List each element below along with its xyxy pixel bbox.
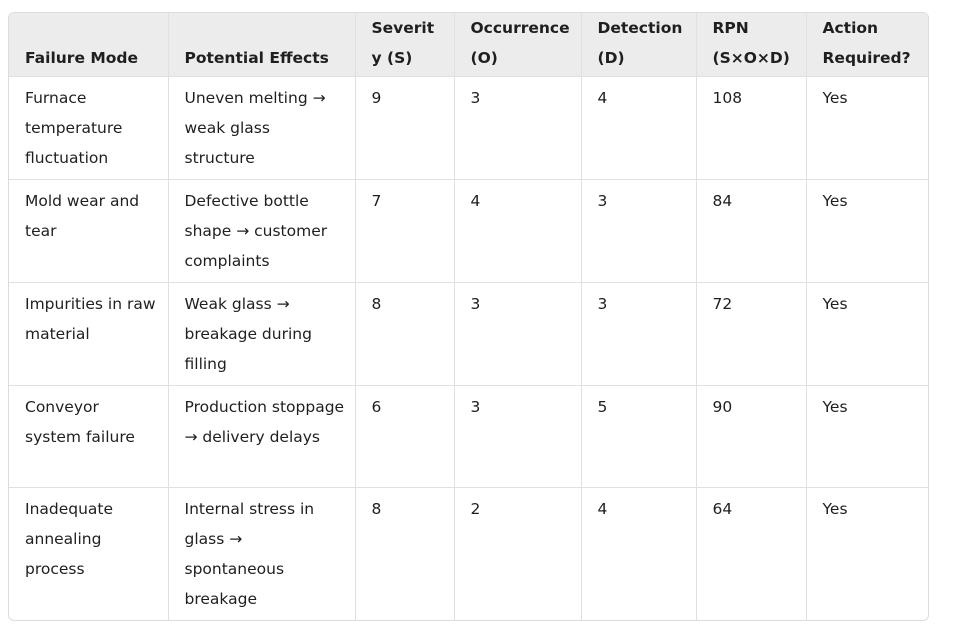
table-cell: 64	[696, 487, 807, 620]
table-cell: Weak glass → breakage during filling	[168, 282, 356, 386]
table-cell: Mold wear and tear	[9, 179, 169, 283]
table-cell: 90	[696, 385, 807, 488]
table-row: Impurities in raw material Weak glass → b…	[9, 282, 928, 386]
table-cell: 3	[581, 282, 697, 386]
column-header: RPN (S×O×D)	[696, 13, 807, 77]
table-cell: Defective bottle shape → customer compla…	[168, 179, 356, 283]
table-cell: Yes	[822, 500, 848, 518]
table-cell: Impurities in raw material	[9, 282, 169, 386]
table-cell: 3	[454, 385, 582, 488]
table-cell: Inadequate annealing process	[9, 487, 169, 620]
table-cell: 2	[454, 487, 582, 620]
table-cell: Yes	[822, 295, 848, 313]
column-header: Detection (D)	[581, 13, 697, 77]
fmea-table: Failure Mode Potential Effects Severity (S…	[9, 13, 928, 620]
table-cell: Furnace temperature fluctuation	[9, 76, 169, 180]
table-cell: Internal stress in glass → spontaneous b…	[168, 487, 356, 620]
column-header: Failure Mode	[9, 13, 169, 77]
table-cell: 8	[355, 487, 455, 620]
table-row: Mold wear and tear Defective bottle shape…	[9, 179, 928, 283]
table-cell: 5	[581, 385, 697, 488]
table-header: Failure Mode Potential Effects Severity (S…	[9, 13, 928, 77]
table-cell: 72	[696, 282, 807, 386]
table-cell: 9	[355, 76, 455, 180]
table-container: Failure Mode Potential Effects Severity (S…	[8, 12, 929, 621]
column-header: Action Required?	[806, 13, 928, 77]
column-header: Potential Effects	[168, 13, 356, 77]
table-row: Furnace temperature fluctuation Uneven me…	[9, 76, 928, 180]
table-cell: Uneven melting → weak glass structure	[168, 76, 356, 180]
table-cell: 3	[581, 179, 697, 283]
table-cell: Production stoppage → delivery delays	[168, 385, 356, 488]
table-cell: 3	[454, 76, 582, 180]
column-header: Severity (S)	[355, 13, 455, 77]
table-cell: Yes	[822, 192, 848, 210]
table-cell: 8	[355, 282, 455, 386]
table-cell: Yes	[822, 89, 848, 107]
table-cell: 4	[454, 179, 582, 283]
table-row: Conveyor system failure Production stoppa…	[9, 385, 928, 488]
table-cell: 6	[355, 385, 455, 488]
table-cell: 4	[581, 76, 697, 180]
table-cell: Conveyor system failure	[9, 385, 169, 488]
table-cell: Yes	[822, 398, 848, 416]
table-body: Furnace temperature fluctuation Uneven me…	[9, 76, 928, 620]
table-cell: 7	[355, 179, 455, 283]
table-cell: 84	[696, 179, 807, 283]
table-cell: 4	[581, 487, 697, 620]
table-cell: 108	[696, 76, 807, 180]
column-header: Occurrence (O)	[454, 13, 582, 77]
table-cell: 3	[454, 282, 582, 386]
header-row: Failure Mode Potential Effects Severity (S…	[9, 13, 928, 77]
table-row: Inadequate annealing process Internal str…	[9, 487, 928, 620]
